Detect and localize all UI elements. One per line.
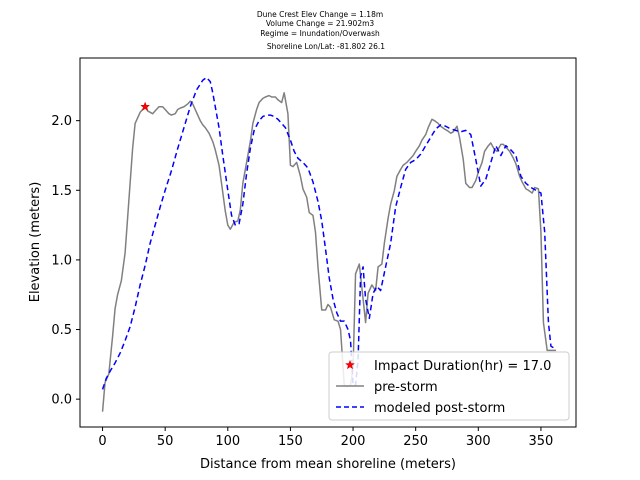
legend-box — [328, 351, 570, 421]
title-line-1: Dune Crest Elev Change = 1.18m — [257, 10, 383, 19]
x-tick-label: 200 — [341, 434, 366, 449]
x-axis-ticks: 0 50 100 150 200 250 300 350 — [98, 427, 553, 449]
marker-layer — [140, 101, 151, 111]
title-line-2: Volume Change = 21.902m3 — [266, 19, 375, 28]
y-tick-label: 0.0 — [51, 393, 72, 408]
chart-title: Dune Crest Elev Change = 1.18m Volume Ch… — [257, 10, 385, 51]
plot-area — [79, 57, 577, 428]
legend-item-post-storm: modeled post-storm — [336, 401, 505, 416]
axes-frame — [79, 57, 577, 428]
legend-star-marker — [345, 359, 355, 370]
title-line-3: Regime = Inundation/Overwash — [260, 29, 380, 38]
legend-item-impact: Impact Duration(hr) = 17.0 — [345, 359, 551, 374]
y-tick-label: 1.5 — [51, 184, 72, 199]
y-tick-label: 0.5 — [51, 323, 72, 338]
x-tick-label: 250 — [403, 434, 428, 449]
legend-label-impact: Impact Duration(hr) = 17.0 — [374, 359, 551, 374]
x-tick-label: 50 — [157, 434, 174, 449]
x-tick-label: 300 — [466, 434, 491, 449]
series-line-post-storm — [101, 76, 556, 390]
legend-label-pre-storm: pre-storm — [374, 380, 438, 395]
series-layer — [101, 76, 556, 412]
y-tick-label: 1.0 — [51, 253, 72, 268]
legend-item-pre-storm: pre-storm — [336, 380, 438, 395]
y-axis-ticks: 0.0 0.5 1.0 1.5 2.0 — [51, 114, 80, 408]
x-tick-label: 0 — [98, 434, 106, 449]
impact-star-marker — [140, 101, 151, 111]
x-tick-label: 100 — [215, 434, 240, 449]
title-line-4: Shoreline Lon/Lat: -81.802 26.1 — [267, 42, 385, 51]
y-tick-label: 2.0 — [51, 114, 72, 129]
legend: Impact Duration(hr) = 17.0 pre-storm mod… — [328, 351, 570, 421]
x-axis-label: Distance from mean shoreline (meters) — [200, 457, 456, 472]
series-line-pre-storm — [101, 92, 556, 412]
x-tick-label: 150 — [278, 434, 303, 449]
y-axis-label: Elevation (meters) — [28, 182, 43, 303]
legend-label-post-storm: modeled post-storm — [374, 401, 505, 416]
x-tick-label: 350 — [529, 434, 554, 449]
